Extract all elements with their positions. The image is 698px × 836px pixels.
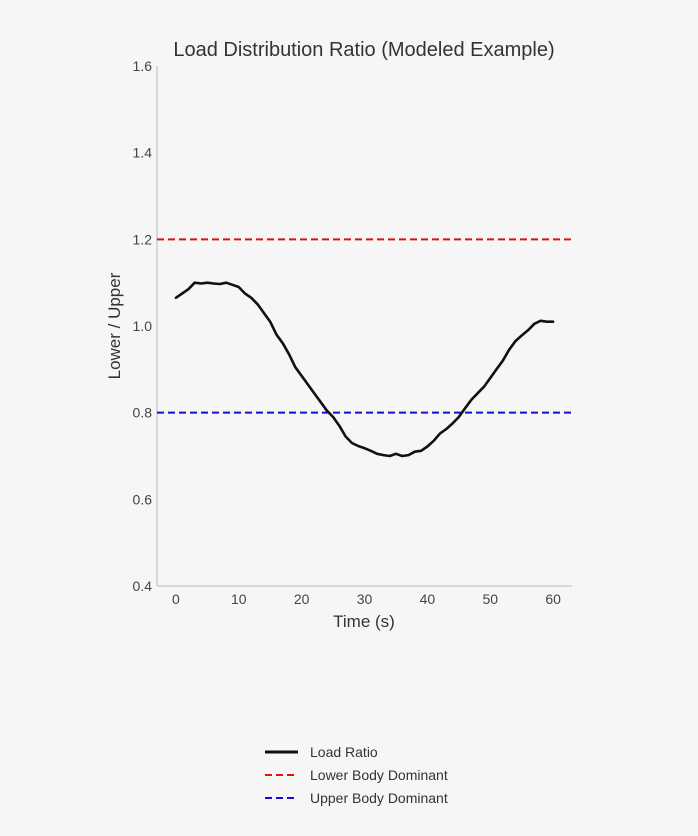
- y-tick-label: 0.8: [133, 405, 153, 421]
- x-axis-label: Time (s): [333, 612, 395, 631]
- x-tick-label: 0: [172, 591, 180, 607]
- grid: [157, 65, 572, 587]
- y-tick-label: 1.0: [133, 318, 153, 334]
- y-tick-label: 1.2: [133, 231, 153, 247]
- x-tick-label: 10: [231, 591, 247, 607]
- legend-label-lower-body-dominant: Lower Body Dominant: [310, 767, 448, 783]
- y-tick-labels: 0.4 0.6 0.8 1.0 1.2 1.4 1.6: [133, 58, 153, 594]
- reference-lines: [157, 238, 572, 414]
- y-tick-label: 0.4: [133, 578, 153, 594]
- y-tick-label: 1.4: [133, 145, 153, 161]
- y-tick-label: 1.6: [133, 58, 153, 74]
- x-tick-label: 60: [545, 591, 561, 607]
- x-tick-labels: 0 10 20 30 40 50 60: [172, 591, 561, 607]
- legend-label-upper-body-dominant: Upper Body Dominant: [310, 790, 448, 806]
- y-tick-label: 0.6: [133, 491, 153, 507]
- chart-title: Load Distribution Ratio (Modeled Example…: [173, 39, 554, 61]
- series-lines: [174, 281, 555, 458]
- x-tick-label: 20: [294, 591, 310, 607]
- x-tick-label: 40: [420, 591, 436, 607]
- x-tick-label: 30: [357, 591, 373, 607]
- legend-label-load-ratio: Load Ratio: [310, 744, 378, 760]
- y-axis-label: Lower / Upper: [105, 272, 124, 379]
- x-tick-label: 50: [482, 591, 498, 607]
- series-load-ratio-line: [174, 281, 555, 458]
- legend: Load Ratio Lower Body Dominant Upper Body …: [265, 744, 448, 806]
